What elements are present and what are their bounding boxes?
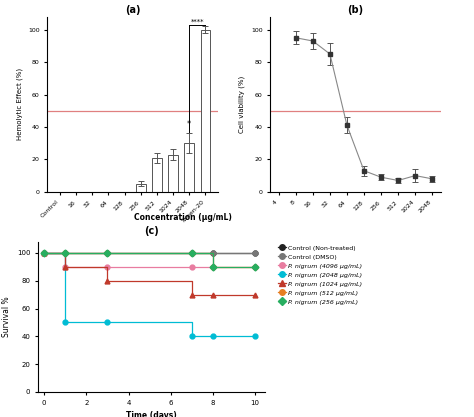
Bar [201, 30, 210, 192]
Legend: Control (Non-treated), Control (DMSO), P. nigrum (4096 μg/mL), P. nigrum (2048 μ: Control (Non-treated), Control (DMSO), P… [278, 245, 362, 304]
Y-axis label: Hemolytic Effect (%): Hemolytic Effect (%) [16, 68, 23, 140]
Bar [152, 158, 162, 192]
Text: Concentration (μg/mL): Concentration (μg/mL) [134, 213, 231, 222]
Bar [168, 155, 178, 192]
Text: ****: **** [191, 18, 204, 24]
Y-axis label: Cell viability (%): Cell viability (%) [239, 75, 246, 133]
Y-axis label: Survival %: Survival % [2, 296, 11, 337]
Text: *: * [187, 120, 191, 128]
Bar [184, 143, 194, 192]
Title: (a): (a) [125, 5, 140, 15]
Bar [136, 184, 146, 192]
Title: (c): (c) [144, 226, 159, 236]
Title: (b): (b) [347, 5, 364, 15]
X-axis label: Time (days): Time (days) [126, 411, 177, 417]
